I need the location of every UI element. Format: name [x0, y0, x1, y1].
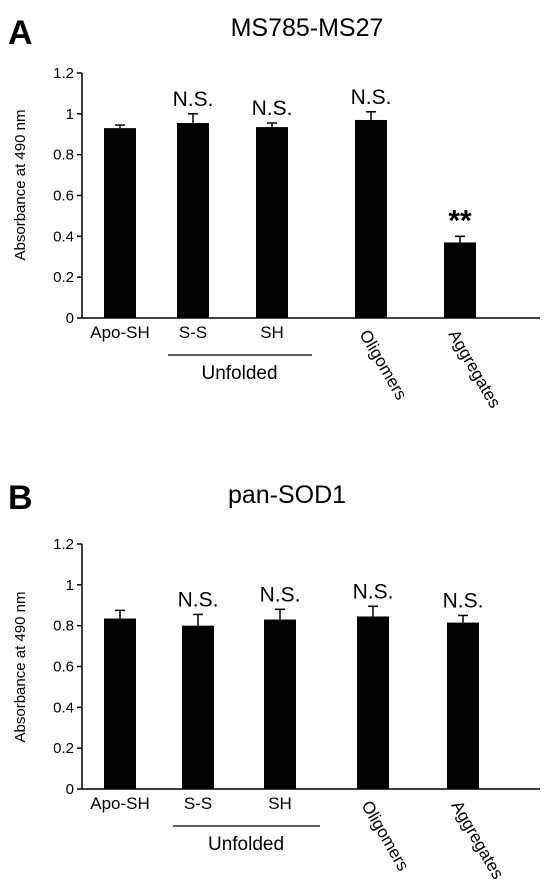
- significance-label: N.S.: [353, 580, 394, 603]
- significance-label: N.S.: [351, 86, 392, 109]
- x-tick-label: Apo-SH: [90, 794, 150, 813]
- y-tick-label: 0.2: [53, 740, 74, 757]
- chart-marks: 0 0.2 0.4 0.6 0.8 1 1.2 N.S. N.S. N.S. ** Apo-SH S-S…: [53, 65, 540, 411]
- group-label: Unfolded: [208, 834, 284, 855]
- bar: [355, 119, 387, 318]
- bar: [182, 625, 214, 789]
- x-tick-label: Aggregates: [445, 327, 505, 412]
- significance-label: N.S.: [173, 88, 214, 111]
- y-tick-label: 0.4: [53, 699, 74, 716]
- y-tick-label: 0: [66, 310, 74, 327]
- y-tick-label: 1: [66, 106, 74, 123]
- x-tick-label: Oligomers: [358, 798, 413, 875]
- panel-b: B pan-SOD1 Absorbance at 490 nm 00.20.40…: [8, 479, 540, 882]
- y-tick-label: 0: [66, 781, 74, 798]
- x-tick-label: SH: [260, 323, 284, 342]
- y-tick-label: 0.8: [53, 618, 74, 635]
- bar: [357, 616, 389, 789]
- x-tick-label: SH: [268, 794, 292, 813]
- y-tick-label: 1.2: [53, 536, 74, 553]
- x-tick-label: S-S: [184, 794, 212, 813]
- significance-label: N.S.: [178, 588, 219, 611]
- y-tick-label: 0.8: [53, 147, 74, 164]
- panel-letter: B: [8, 479, 33, 517]
- bar: [256, 127, 288, 319]
- x-tick-label: Oligomers: [356, 327, 411, 404]
- chart-title: MS785-MS27: [231, 14, 384, 42]
- chart-marks: 0 0.2 0.4 0.6 0.8 1 1.2 N.S. N.S. N.S. N.S. Apo-SH S…: [53, 536, 540, 882]
- x-tick-label: Apo-SH: [90, 323, 150, 342]
- y-tick-label: 0.6: [53, 188, 74, 205]
- bar: [264, 619, 296, 789]
- bar: [104, 128, 136, 318]
- y-tick-label: 0.4: [53, 228, 74, 245]
- x-tick-label: Aggregates: [448, 798, 508, 883]
- y-axis-label: Absorbance at 490 nm: [12, 592, 29, 743]
- bar: [177, 123, 209, 318]
- bar: [444, 242, 476, 318]
- bar: [104, 618, 136, 789]
- significance-label: **: [448, 204, 472, 237]
- y-tick-label: 1.2: [53, 65, 74, 82]
- y-tick-label: 0.6: [53, 659, 74, 676]
- chart-title: pan-SOD1: [228, 481, 346, 509]
- y-axis-label: Absorbance at 490 nm: [12, 110, 29, 261]
- group-label: Unfolded: [201, 363, 277, 384]
- significance-label: N.S.: [260, 583, 301, 606]
- bar: [447, 622, 479, 789]
- panel-letter: A: [8, 14, 33, 52]
- panel-a: A MS785-MS27 Absorbance at 490 nm 0 0.2 0.…: [8, 14, 540, 411]
- y-tick-label: 0.2: [53, 269, 74, 286]
- significance-label: N.S.: [252, 97, 293, 120]
- x-tick-label: S-S: [179, 323, 207, 342]
- significance-label: N.S.: [443, 589, 484, 612]
- y-tick-label: 1: [66, 577, 74, 594]
